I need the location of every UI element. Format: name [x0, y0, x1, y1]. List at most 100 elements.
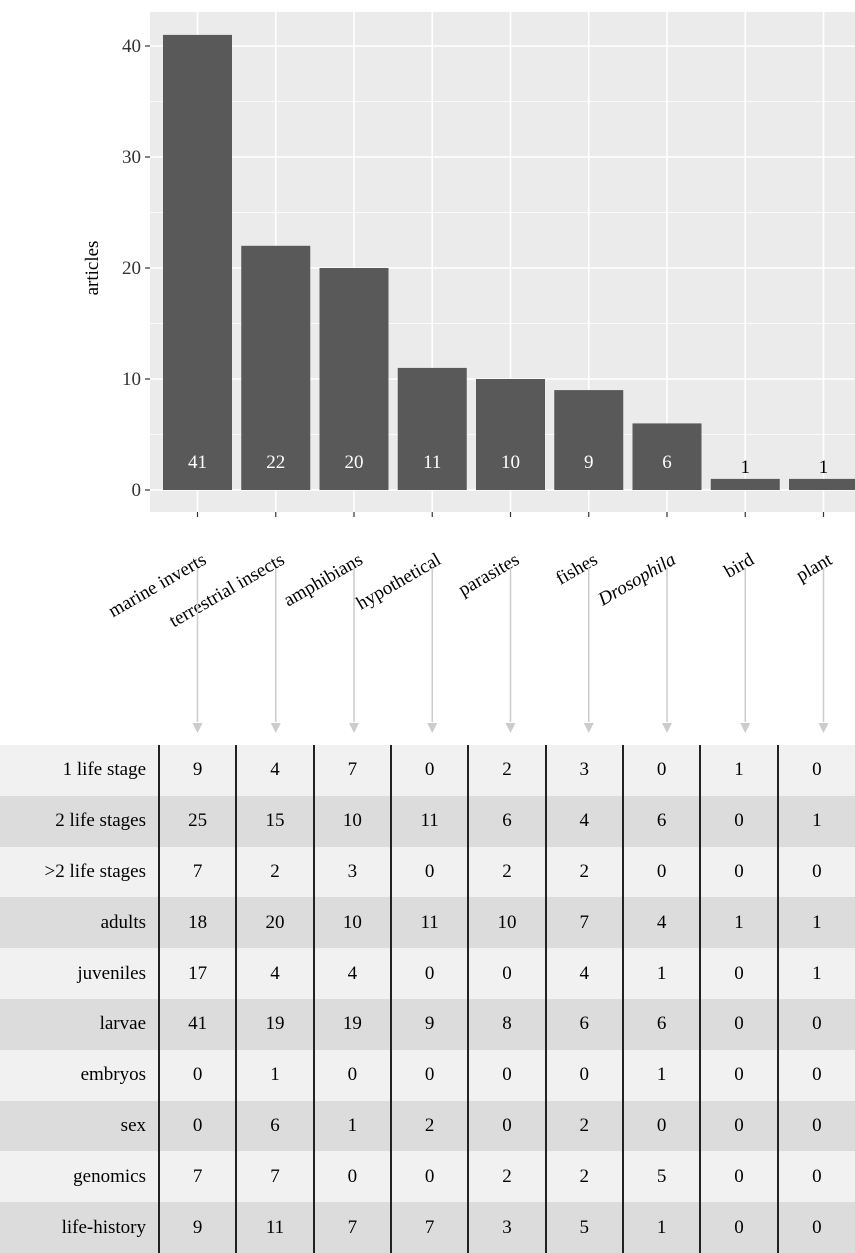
- table-cell: 20: [235, 897, 314, 949]
- table-cell: 25: [157, 795, 237, 847]
- row-label: sex: [0, 1100, 159, 1152]
- table-cell: 11: [235, 1202, 314, 1253]
- bar-4: [476, 379, 545, 490]
- bar-value-label: 41: [188, 452, 207, 473]
- table-cell: 0: [621, 745, 701, 796]
- table-cell: 0: [312, 1049, 391, 1101]
- table-cell: 7: [389, 1202, 469, 1253]
- bar-value-label: 1: [741, 457, 751, 478]
- arrow-head: [505, 723, 516, 733]
- table-cell: 1: [776, 948, 855, 999]
- table-cell: 0: [699, 998, 778, 1050]
- table-cell: 0: [467, 948, 546, 999]
- x-tick-label: hypothetical: [353, 549, 445, 614]
- table-row: adults 18 20 10 11 10 7 4 1 1: [0, 897, 855, 949]
- table-cell: 2: [544, 1100, 623, 1152]
- table-cell: 3: [467, 1202, 546, 1253]
- arrow-head: [427, 723, 438, 733]
- table-cell: 1: [776, 795, 855, 847]
- row-label: >2 life stages: [0, 846, 159, 898]
- table-cell: 0: [776, 846, 855, 898]
- arrow-head: [740, 723, 751, 733]
- table-cell: 6: [621, 998, 701, 1050]
- table-cell: 5: [621, 1151, 701, 1203]
- counts-table: 1 life stage 9 4 7 0 2 3 0 1 0 2 life stages 25 15 10…: [0, 745, 855, 1253]
- table-row: larvae 41 19 19 9 8 6 6 0 0: [0, 998, 855, 1050]
- table-cell: 1: [621, 948, 701, 999]
- row-label: larvae: [0, 998, 159, 1050]
- table-cell: 1: [621, 1049, 701, 1101]
- bar-value-label: 10: [501, 452, 520, 473]
- table-cell: 11: [389, 897, 469, 949]
- table-cell: 0: [699, 1151, 778, 1203]
- row-label: life-history: [0, 1202, 159, 1253]
- table-cell: 19: [312, 998, 391, 1050]
- row-label: adults: [0, 897, 159, 949]
- table-cell: 6: [235, 1100, 314, 1152]
- table-cell: 0: [389, 745, 469, 796]
- x-tick-label: fishes: [552, 549, 601, 589]
- table-cell: 1: [621, 1202, 701, 1253]
- arrow-head: [192, 723, 203, 733]
- table-cell: 0: [157, 1049, 237, 1101]
- table-cell: 0: [776, 1151, 855, 1203]
- table-cell: 2: [544, 846, 623, 898]
- table-cell: 0: [467, 1049, 546, 1101]
- bar-value-label: 11: [423, 452, 441, 473]
- table-cell: 0: [621, 1100, 701, 1152]
- table-row: sex 0 6 1 2 0 2 0 0 0: [0, 1100, 855, 1152]
- table-cell: 4: [544, 795, 623, 847]
- table-cell: 3: [312, 846, 391, 898]
- table-cell: 0: [699, 846, 778, 898]
- table-cell: 0: [389, 948, 469, 999]
- table-cell: 0: [389, 1151, 469, 1203]
- table-cell: 4: [312, 948, 391, 999]
- bar-value-label: 20: [345, 452, 364, 473]
- table-cell: 41: [157, 998, 237, 1050]
- x-tick-label: plant: [793, 549, 837, 587]
- table-row: 1 life stage 9 4 7 0 2 3 0 1 0: [0, 745, 855, 796]
- table-cell: 7: [544, 897, 623, 949]
- row-label: juveniles: [0, 948, 159, 999]
- bar-value-label: 6: [662, 452, 672, 473]
- row-label: 2 life stages: [0, 795, 159, 847]
- table-cell: 10: [312, 795, 391, 847]
- table-cell: 7: [312, 1202, 391, 1253]
- table-cell: 0: [544, 1049, 623, 1101]
- table-cell: 1: [699, 745, 778, 796]
- bars: [163, 34, 855, 491]
- bar-value-label: 22: [266, 452, 285, 473]
- table-cell: 2: [467, 745, 546, 796]
- bar-8: [789, 478, 855, 490]
- table-cell: 0: [776, 1049, 855, 1101]
- table-cell: 0: [389, 1049, 469, 1101]
- table-row: 2 life stages 25 15 10 11 6 4 6 0 1: [0, 795, 855, 847]
- table-cell: 0: [467, 1100, 546, 1152]
- table-cell: 0: [699, 1202, 778, 1253]
- table-cell: 4: [235, 948, 314, 999]
- arrow-head: [583, 723, 594, 733]
- y-axis-label: articles: [82, 241, 103, 296]
- table-cell: 19: [235, 998, 314, 1050]
- bar-value-label: 1: [819, 457, 829, 478]
- table-cell: 0: [699, 1049, 778, 1101]
- x-tick-label: parasites: [455, 549, 523, 600]
- table-cell: 0: [621, 846, 701, 898]
- table-cell: 2: [544, 1151, 623, 1203]
- table-cell: 1: [235, 1049, 314, 1101]
- table-cell: 8: [467, 998, 546, 1050]
- bar-5: [554, 390, 624, 490]
- table-row: >2 life stages 7 2 3 0 2 2 0 0 0: [0, 846, 855, 898]
- table-cell: 7: [235, 1151, 314, 1203]
- table-cell: 9: [157, 745, 237, 796]
- y-tick-label: 10: [122, 369, 141, 390]
- row-label: 1 life stage: [0, 745, 159, 796]
- table-cell: 0: [776, 745, 855, 796]
- table-cell: 10: [312, 897, 391, 949]
- bar-3: [397, 367, 467, 490]
- bar-value-label: 9: [584, 452, 594, 473]
- y-tick-label: 20: [122, 258, 141, 279]
- table-cell: 0: [699, 1100, 778, 1152]
- table-cell: 17: [157, 948, 237, 999]
